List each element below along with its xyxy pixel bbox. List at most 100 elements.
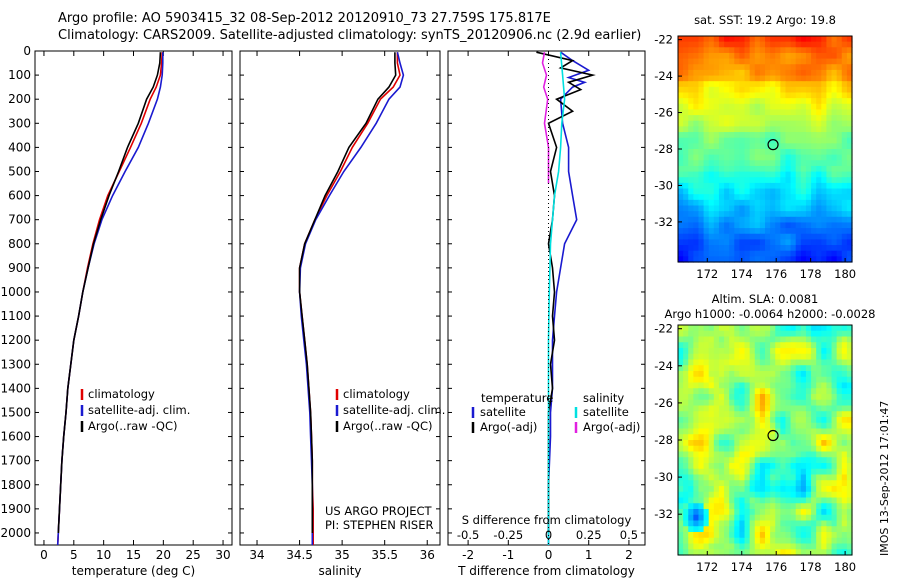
map-cell (795, 325, 802, 332)
map-cell (729, 103, 735, 111)
map-cell (780, 58, 787, 65)
map-cell (770, 250, 776, 257)
map-cell (826, 126, 833, 133)
y-tick-label: -30 (654, 178, 673, 192)
map-cell (765, 41, 771, 48)
map-cell (811, 199, 817, 207)
map-cell (713, 480, 720, 487)
map-cell (739, 457, 746, 464)
map-cell (754, 41, 761, 48)
map-cell (708, 211, 715, 218)
map-cell (831, 245, 838, 252)
map-cell (811, 69, 817, 77)
map-cell (744, 86, 751, 94)
map-cell (688, 532, 694, 539)
map-cell (754, 537, 761, 545)
map-cell (703, 434, 710, 441)
map-cell (795, 353, 802, 361)
map-cell (770, 52, 776, 60)
map-cell (688, 359, 694, 366)
map-cell (744, 171, 751, 178)
map-cell (734, 47, 741, 54)
map-cell (770, 514, 776, 522)
map-cell (790, 371, 797, 378)
map-cell (734, 468, 741, 476)
map-cell (816, 211, 822, 218)
map-cell (836, 182, 843, 190)
map-cell (785, 445, 792, 453)
map-cell (698, 330, 705, 338)
map-cell (744, 537, 751, 545)
map-cell (713, 532, 720, 539)
map-cell (816, 103, 822, 111)
map-cell (811, 348, 817, 355)
map-cell (805, 98, 812, 105)
map-cell (759, 405, 766, 412)
map-cell (846, 245, 853, 252)
map-cell (703, 537, 710, 545)
map-cell (734, 188, 741, 195)
map-cell (698, 52, 705, 60)
map-cell (744, 491, 751, 499)
map-cell (816, 171, 822, 178)
map-cell (713, 115, 720, 122)
map-cell (708, 256, 715, 263)
map-cell (826, 382, 833, 389)
map-cell (826, 41, 833, 48)
map-cell (795, 41, 802, 48)
map-cell (821, 205, 828, 212)
map-cell (739, 382, 746, 389)
map-cell (739, 103, 746, 111)
map-cell (708, 532, 715, 539)
map-cell (765, 132, 771, 139)
map-cell (703, 359, 710, 366)
map-cell (734, 526, 741, 533)
map-cell (780, 497, 787, 504)
map-cell (765, 199, 771, 207)
map-cell (729, 405, 735, 412)
map-cell (770, 497, 776, 504)
map-cell (846, 514, 853, 522)
map-cell (805, 160, 812, 167)
map-cell (795, 194, 802, 201)
map-cell (759, 228, 766, 235)
map-cell (790, 64, 797, 71)
map-cell (836, 149, 843, 156)
map-cell (713, 491, 720, 499)
map-cell (688, 143, 694, 150)
map-cell (683, 36, 689, 43)
map-cell (749, 132, 756, 139)
map-cell (759, 353, 766, 361)
map-cell (724, 245, 730, 252)
map-cell (729, 64, 735, 71)
map-cell (811, 222, 817, 229)
map-cell (795, 222, 802, 229)
map-cell (816, 177, 822, 184)
map-cell (739, 239, 746, 246)
map-cell (790, 120, 797, 127)
map-cell (678, 342, 684, 349)
map-cell (816, 440, 822, 447)
map-cell (713, 422, 720, 430)
map-cell (821, 171, 828, 178)
map-cell (729, 491, 735, 499)
map-cell (739, 543, 746, 550)
map-cell (765, 497, 771, 504)
map-cell (800, 245, 807, 252)
map-cell (693, 233, 700, 240)
map-cell (749, 98, 756, 105)
map-cell (790, 526, 797, 533)
map-cell (790, 434, 797, 441)
map-cell (739, 228, 746, 235)
map-cell (831, 109, 838, 116)
map-cell (841, 165, 848, 173)
map-cell (744, 132, 751, 139)
map-cell (841, 491, 848, 499)
map-cell (811, 543, 817, 550)
map-cell (739, 149, 746, 156)
map-cell (800, 86, 807, 94)
map-cell (683, 41, 689, 48)
map-cell (800, 411, 807, 418)
map-cell (790, 126, 797, 133)
map-cell (770, 233, 776, 240)
